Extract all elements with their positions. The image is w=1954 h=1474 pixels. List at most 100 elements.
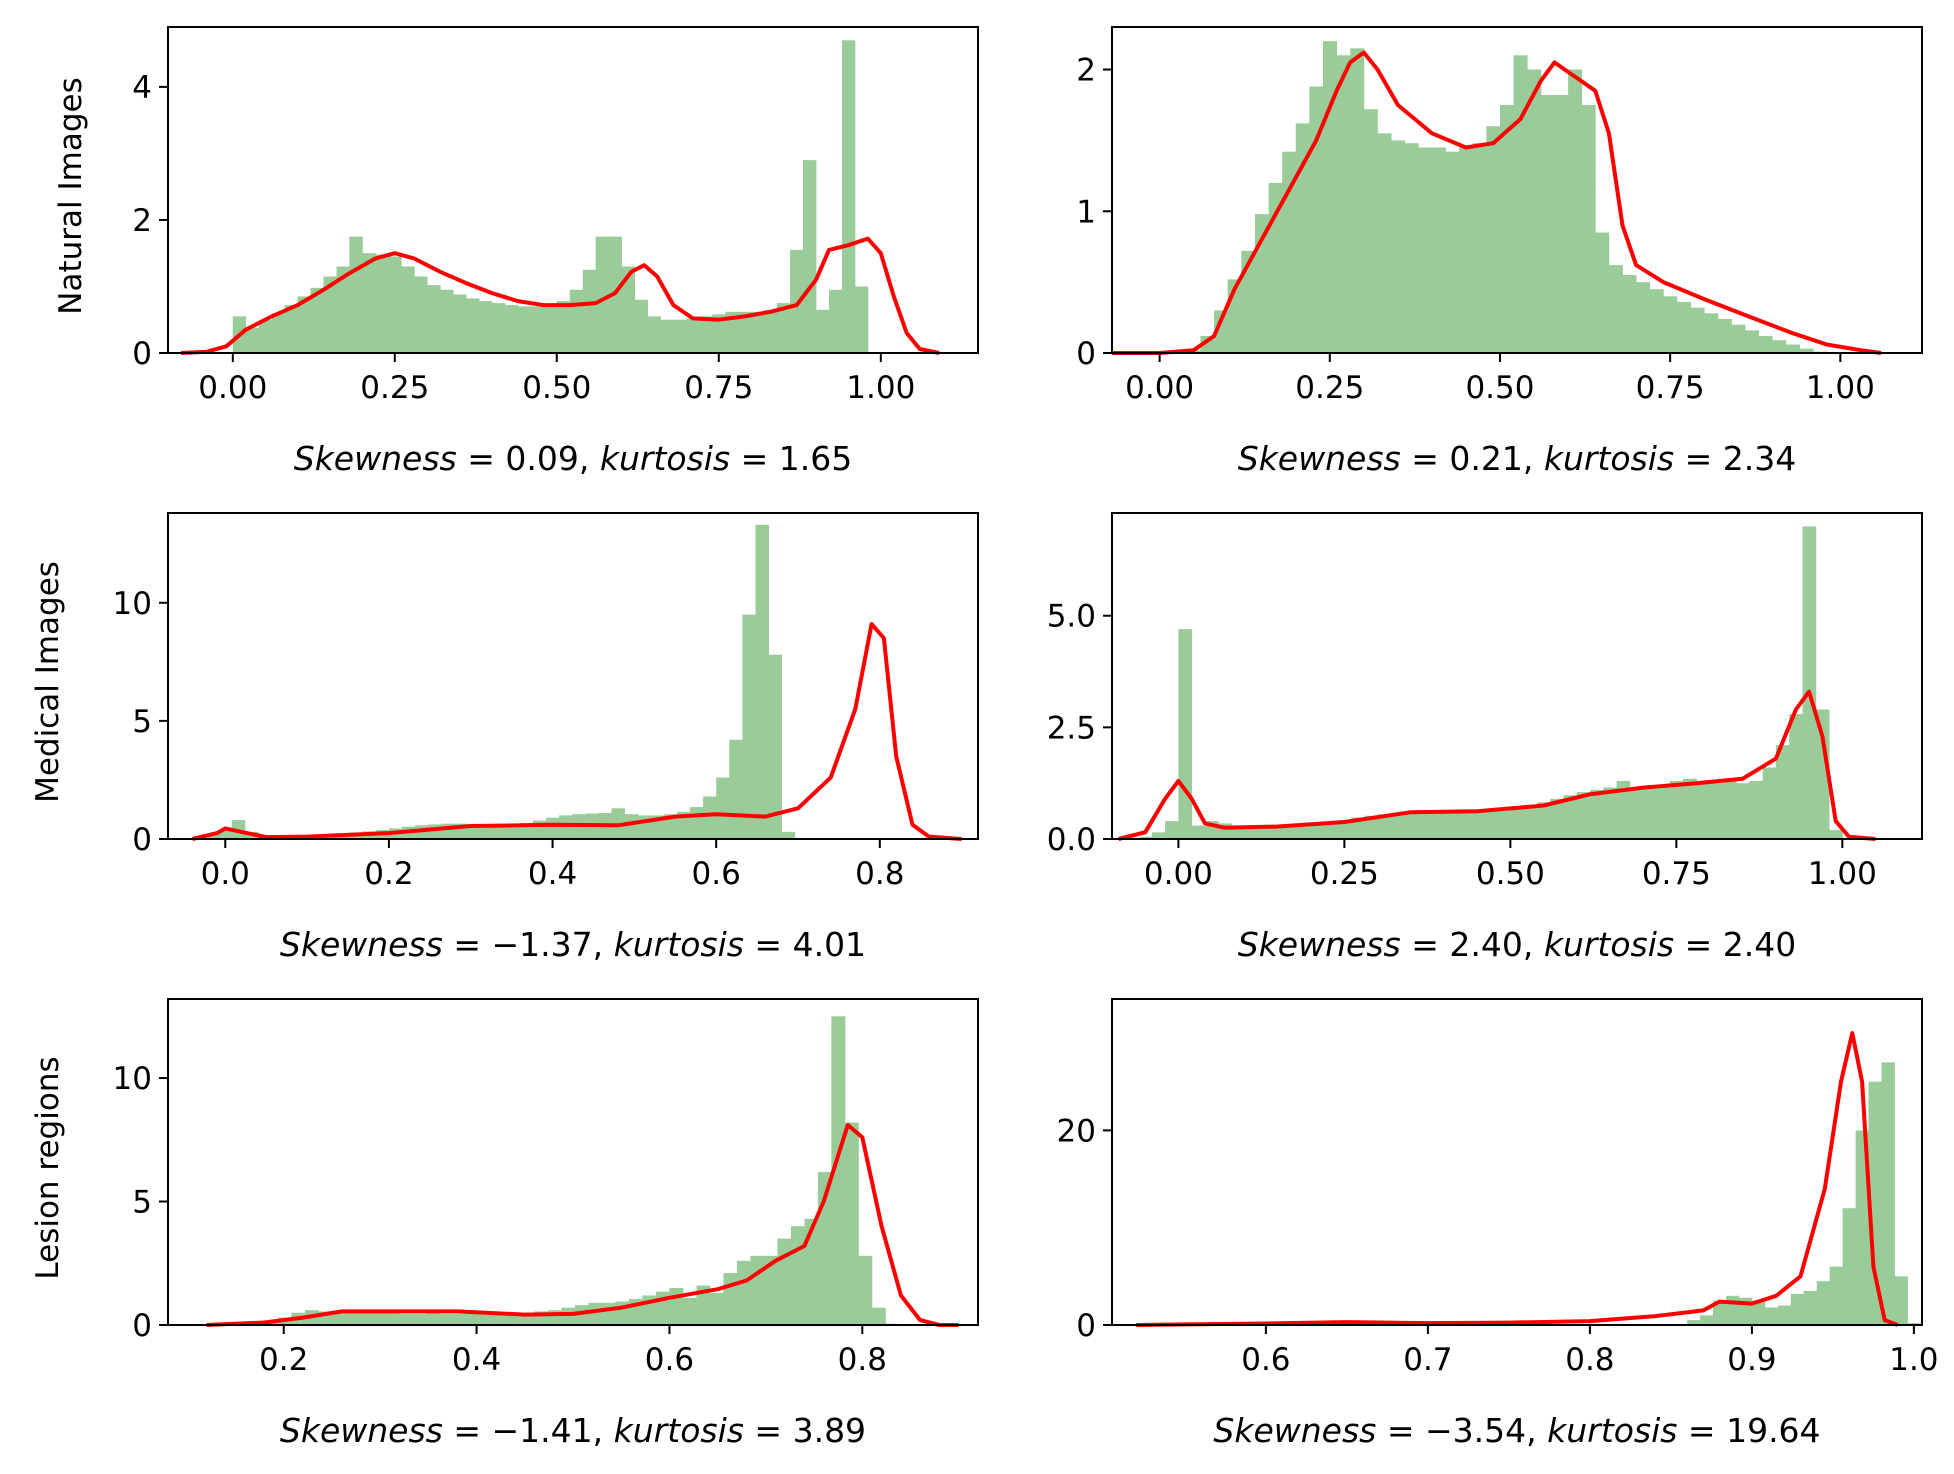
x-tick-label: 0.75 [684, 370, 753, 406]
histogram-bar [595, 236, 610, 353]
kurtosis-value: 1.65 [779, 439, 852, 478]
histogram-bar [1745, 330, 1759, 353]
histogram-bar [517, 306, 532, 353]
skewness-label: Skewness [1238, 439, 1401, 478]
skewness-equals: = [1376, 1411, 1425, 1450]
y-axis: 0.0 2.5 5.0 [1047, 599, 1112, 858]
histogram-bar [1351, 817, 1365, 839]
histogram-bar [1431, 147, 1446, 353]
histogram-bar [1138, 836, 1153, 839]
x-axis: 0.2 0.4 0.6 0.8 [259, 1325, 887, 1378]
histogram-bar [1297, 825, 1312, 839]
kurtosis-equals: = [1674, 439, 1723, 478]
kurtosis-label: kurtosis [614, 1411, 744, 1450]
x-axis: 0.00 0.25 0.50 0.75 1.00 [1144, 839, 1877, 892]
x-tick-label: 0.4 [528, 856, 577, 892]
kurtosis-value: 2.40 [1723, 925, 1796, 964]
histogram-bar [709, 1292, 724, 1325]
chart-panel-medical-left: 0.0 0.2 0.4 0.6 0.8 0 5 10 Skewness = −1.37, k… [113, 512, 979, 964]
x-tick-label: 0.7 [1403, 1342, 1452, 1378]
caption-separator: , [593, 1411, 614, 1450]
caption-separator: , [579, 439, 600, 478]
chart-panel-lesion-right: 0.6 0.7 0.8 0.9 1.0 0 20 Skewness = −3.54, ku… [1057, 998, 1939, 1450]
axes-frame [1111, 998, 1923, 1326]
histogram-bar [245, 327, 260, 353]
histogram-bar [1777, 1305, 1792, 1325]
axes-frame [1111, 512, 1923, 840]
histogram-bar [723, 1273, 738, 1325]
x-axis: 0.00 0.25 0.50 0.75 1.00 [1125, 353, 1875, 406]
histogram-bar [1527, 69, 1542, 353]
histogram-bar [505, 305, 519, 353]
histogram-bar [205, 834, 220, 839]
x-tick-label: 0.50 [522, 370, 591, 406]
histogram-bar [1731, 324, 1746, 353]
histogram-bar [1497, 810, 1511, 839]
histogram-bars [1687, 1062, 1921, 1325]
histogram-bar [1829, 1266, 1844, 1325]
histogram-bar [440, 289, 454, 353]
histogram-bar [1391, 140, 1406, 353]
histogram-bar [588, 1302, 603, 1325]
histogram-bar [829, 289, 843, 353]
panel-caption: Skewness = 2.40, kurtosis = 2.40 [1238, 925, 1796, 964]
panel-caption: Skewness = 0.09, kurtosis = 1.65 [294, 439, 852, 478]
histogram-bar [1295, 123, 1310, 354]
histogram-bar [297, 296, 311, 353]
histogram-bar [1550, 798, 1564, 839]
x-tick-label: 0.6 [645, 1342, 694, 1378]
x-axis: 0.00 0.25 0.50 0.75 1.00 [198, 353, 915, 406]
chart-panel-medical-right: 0.00 0.25 0.50 0.75 1.00 0.0 2.5 5.0 Skewness … [1047, 512, 1923, 964]
histogram-bar [1483, 810, 1498, 839]
histogram-bar [1816, 1281, 1831, 1325]
histogram-bar [663, 814, 678, 839]
histogram-bar [1282, 151, 1297, 353]
y-tick-label: 0.0 [1047, 822, 1096, 858]
histogram-bar [736, 1260, 751, 1325]
histogram-bar [439, 1313, 454, 1325]
histogram-bar [1649, 289, 1664, 353]
histogram-bar [763, 1255, 778, 1325]
histogram-bar [1165, 821, 1179, 839]
chart-panel-natural-left: 0.00 0.25 0.50 0.75 1.00 0 2 4 Skewness = 0.09… [132, 26, 979, 478]
histogram-bar [1336, 55, 1351, 354]
histogram-bar [1643, 787, 1657, 839]
histogram-bar [831, 1016, 846, 1325]
histogram-bar [1377, 814, 1392, 839]
kurtosis-label: kurtosis [614, 925, 744, 964]
y-tick-label: 0 [132, 336, 152, 372]
row-label-medical: Medical Images [30, 561, 66, 803]
skewness-equals: = [1401, 925, 1450, 964]
histogram-bar [1736, 783, 1750, 839]
x-tick-label: 1.00 [1806, 370, 1875, 406]
histogram-bar [1377, 133, 1392, 353]
histogram-bar [1722, 780, 1737, 839]
histogram-bar [1311, 824, 1325, 839]
histogram-bar [530, 306, 545, 353]
histogram-bar [1656, 785, 1671, 839]
histogram-bar [841, 40, 856, 354]
x-tick-label: 0.2 [259, 1342, 308, 1378]
y-tick-label: 2.5 [1047, 710, 1096, 746]
caption-separator: , [593, 925, 614, 964]
y-axis: 0 1 2 [1076, 53, 1112, 372]
skewness-equals: = [457, 439, 506, 478]
histogram-bar [323, 276, 337, 353]
x-tick-label: 1.00 [1808, 856, 1877, 892]
histogram-bar [1244, 826, 1259, 839]
y-tick-label: 2 [1076, 53, 1096, 89]
kde-line [1112, 50, 1882, 355]
histogram-bar [453, 294, 467, 353]
histogram-bar [816, 309, 830, 353]
histogram-bar [725, 311, 739, 353]
y-tick-label: 4 [132, 70, 152, 106]
histogram-bar [1590, 789, 1604, 839]
axes-frame [167, 512, 979, 840]
skewness-value: 0.21 [1449, 439, 1522, 478]
histogram-bar [742, 614, 756, 839]
histogram-bar [1390, 813, 1405, 839]
histogram-bar [1271, 826, 1285, 839]
panel-caption: Skewness = −1.37, kurtosis = 4.01 [280, 925, 866, 964]
histogram-bar [1430, 811, 1445, 839]
histogram-bar [1717, 319, 1732, 353]
